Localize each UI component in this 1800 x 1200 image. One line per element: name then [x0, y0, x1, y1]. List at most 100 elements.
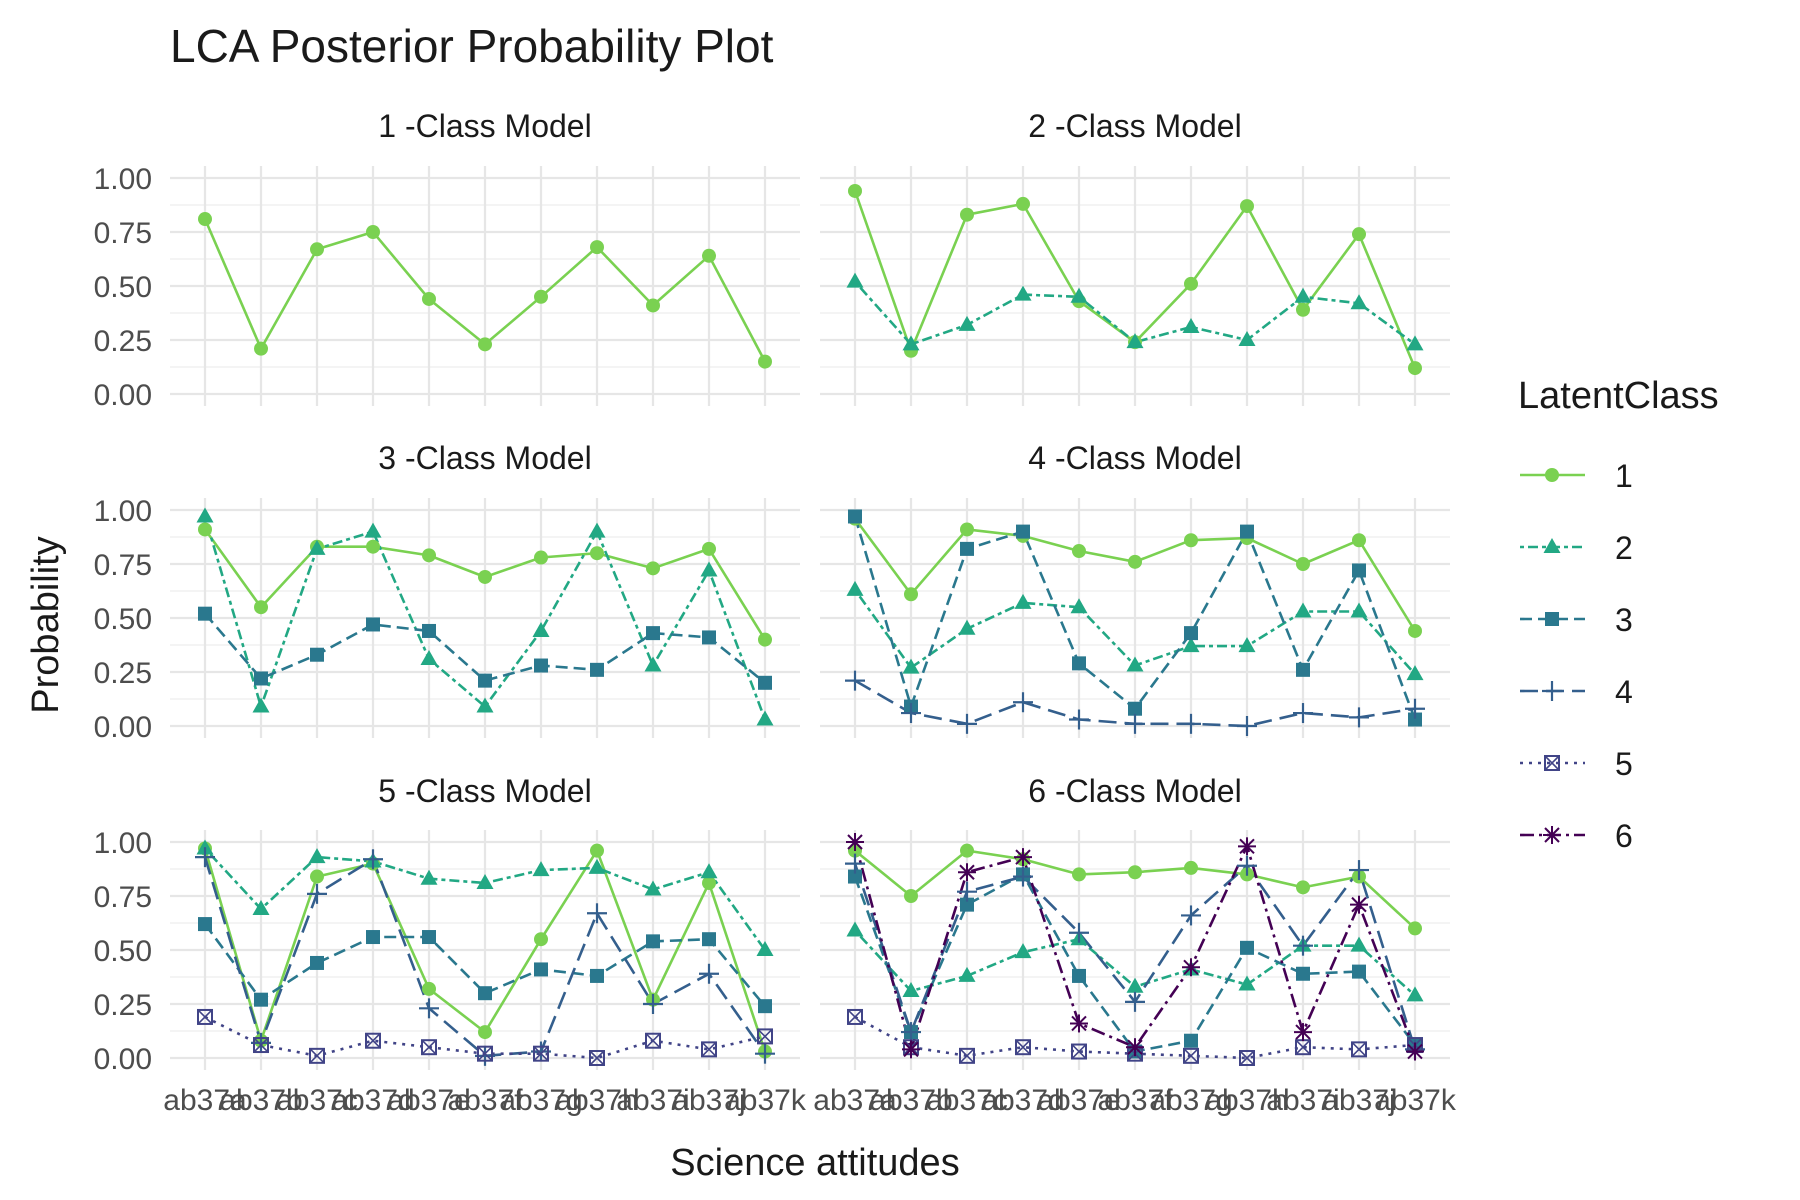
data-point-class-2 — [588, 858, 606, 874]
data-point-class-5 — [645, 1032, 661, 1049]
data-point-class-2 — [420, 869, 438, 885]
data-point-class-2 — [420, 650, 438, 666]
data-point-class-2 — [1126, 977, 1144, 993]
data-point-class-3 — [254, 992, 268, 1007]
data-point-class-3 — [310, 955, 324, 970]
data-point-class-2 — [1406, 665, 1424, 681]
data-point-class-1 — [758, 632, 772, 647]
legend-entry-5: 5 — [1520, 746, 1633, 782]
data-point-class-2 — [1350, 294, 1368, 310]
data-point-class-3 — [960, 541, 974, 556]
legend-label: 5 — [1615, 746, 1633, 782]
data-point-class-6 — [1070, 1014, 1088, 1033]
data-point-class-3 — [590, 662, 604, 677]
legend-key-marker — [1544, 755, 1560, 771]
y-tick-label: 0.25 — [94, 325, 152, 358]
data-point-class-3 — [702, 630, 716, 645]
data-point-class-2 — [476, 874, 494, 890]
panel-title: 5 -Class Model — [378, 773, 591, 809]
x-axis-title: Science attitudes — [670, 1142, 959, 1184]
data-point-class-4 — [1069, 922, 1089, 943]
data-point-class-1 — [960, 522, 974, 537]
data-point-class-2 — [588, 522, 606, 538]
data-point-class-3 — [1184, 626, 1198, 641]
series-line-class-3 — [203, 923, 766, 1008]
series-line-class-2 — [854, 280, 1416, 346]
data-point-class-1 — [590, 843, 604, 858]
data-point-class-1 — [646, 561, 660, 576]
data-point-class-1 — [198, 212, 212, 227]
data-point-class-1 — [848, 183, 862, 198]
data-point-class-4 — [1349, 707, 1369, 728]
data-point-class-6 — [846, 833, 864, 851]
legend-label: 1 — [1615, 458, 1633, 494]
y-tick-label: 0.25 — [94, 989, 152, 1022]
data-point-class-2 — [252, 899, 270, 915]
data-point-class-2 — [1014, 943, 1032, 959]
panel-2: 2 -Class Model — [820, 108, 1450, 406]
data-point-class-3 — [1296, 966, 1310, 981]
legend-label: 3 — [1615, 602, 1633, 638]
y-axis-title: Probability — [25, 536, 67, 713]
x-tick-label: ab37f — [447, 1084, 523, 1117]
legend-key-marker — [1543, 538, 1561, 553]
data-point-class-1 — [702, 541, 716, 556]
panel-5: 5 -Class Model0.000.250.500.751.00ab37aa… — [94, 773, 807, 1117]
data-point-class-2 — [252, 697, 270, 713]
y-tick-label: 1.00 — [94, 163, 152, 196]
data-point-class-4 — [195, 847, 215, 868]
data-point-class-4 — [1069, 709, 1089, 730]
y-tick-label: 0.75 — [94, 881, 152, 914]
legend-entry-2: 2 — [1520, 530, 1633, 566]
data-point-class-3 — [848, 509, 862, 524]
data-point-class-1 — [366, 539, 380, 554]
x-tick-label: ab37i — [1266, 1084, 1339, 1117]
data-point-class-1 — [1184, 533, 1198, 548]
data-point-class-5 — [1351, 1041, 1367, 1058]
data-point-class-3 — [366, 617, 380, 632]
data-point-class-2 — [1014, 285, 1032, 301]
data-point-class-2 — [958, 966, 976, 982]
data-point-class-2 — [1406, 335, 1424, 351]
data-point-class-2 — [902, 335, 920, 351]
data-point-class-5 — [477, 1045, 493, 1062]
x-tick-label: ab37h — [555, 1084, 638, 1117]
data-point-class-2 — [532, 621, 550, 637]
data-point-class-4 — [1125, 991, 1145, 1012]
data-point-class-1 — [1408, 361, 1422, 376]
data-point-class-3 — [478, 673, 492, 688]
data-point-class-3 — [646, 626, 660, 641]
data-point-class-5 — [421, 1039, 437, 1056]
data-point-class-1 — [198, 522, 212, 537]
data-point-class-3 — [422, 930, 436, 945]
data-point-class-1 — [534, 550, 548, 565]
legend-entry-3: 3 — [1520, 602, 1633, 638]
data-point-class-1 — [702, 876, 716, 891]
data-point-class-2 — [1238, 637, 1256, 653]
data-point-class-2 — [756, 941, 774, 956]
legend-label: 4 — [1615, 674, 1633, 710]
data-point-class-5 — [309, 1047, 325, 1064]
data-point-class-1 — [1296, 302, 1310, 317]
data-point-class-6 — [1350, 895, 1368, 914]
data-point-class-1 — [310, 869, 324, 884]
data-point-class-2 — [1014, 593, 1032, 609]
data-point-class-2 — [532, 861, 550, 877]
data-point-class-1 — [1072, 867, 1086, 882]
data-point-class-1 — [1072, 544, 1086, 559]
data-point-class-4 — [1237, 716, 1257, 736]
x-tick-label: ab37h — [1205, 1084, 1288, 1117]
data-point-class-4 — [755, 1043, 775, 1064]
data-point-class-2 — [1070, 287, 1088, 303]
data-point-class-1 — [646, 298, 660, 313]
data-point-class-2 — [756, 710, 774, 726]
data-point-class-1 — [758, 354, 772, 369]
data-point-class-5 — [1239, 1050, 1255, 1066]
data-point-class-4 — [1349, 860, 1369, 881]
data-point-class-3 — [758, 999, 772, 1014]
y-tick-label: 0.75 — [94, 217, 152, 250]
data-point-class-3 — [1128, 701, 1142, 716]
data-point-class-2 — [700, 863, 718, 879]
data-point-class-4 — [1013, 692, 1033, 713]
data-point-class-4 — [845, 670, 865, 691]
